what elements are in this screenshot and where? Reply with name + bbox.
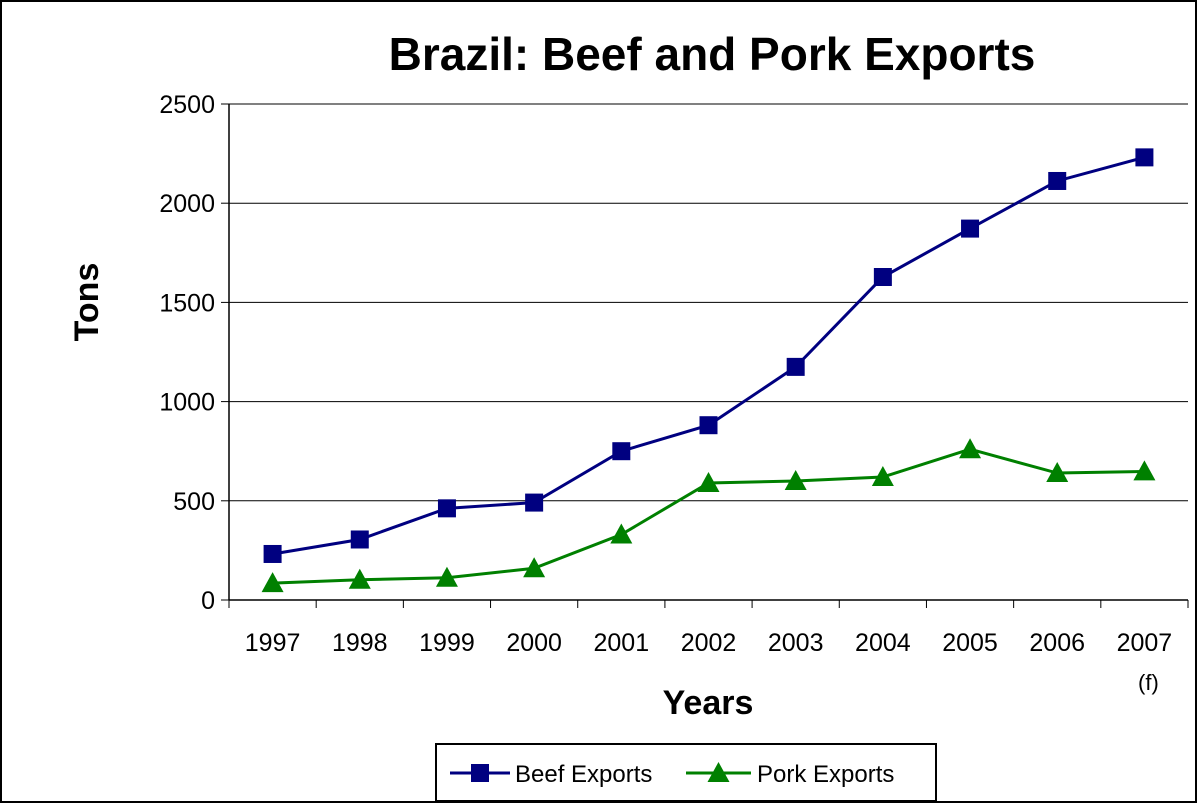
x-tick-label: 2007 xyxy=(1117,629,1173,657)
x-tick-label: 2005 xyxy=(942,629,998,657)
x-tick-label: 2004 xyxy=(855,629,911,657)
x-tick-label: 2000 xyxy=(506,629,562,657)
data-point xyxy=(437,499,456,518)
y-tick-label: 1500 xyxy=(159,289,215,317)
data-point xyxy=(959,438,982,459)
y-tick-label: 500 xyxy=(173,488,215,516)
legend-item: Beef Exports xyxy=(450,761,652,788)
data-point xyxy=(263,544,282,563)
y-tick-label: 1000 xyxy=(159,389,215,417)
data-point xyxy=(261,572,284,593)
data-point xyxy=(350,530,369,549)
data-point xyxy=(523,557,546,578)
legend-marker xyxy=(707,762,730,782)
x-tick-label: 2003 xyxy=(768,629,824,657)
legend: Beef Exports Pork Exports xyxy=(435,743,937,802)
data-point xyxy=(610,523,633,544)
x-tick-label: 1997 xyxy=(245,629,301,657)
series-beef-exports xyxy=(263,148,1154,563)
legend-label: Pork Exports xyxy=(757,761,894,788)
x-tick-label: 2002 xyxy=(681,629,737,657)
data-point xyxy=(435,566,458,587)
y-axis-title: Tons xyxy=(68,263,106,342)
legend-item: Pork Exports xyxy=(686,761,894,788)
x-tick-label: 2006 xyxy=(1029,629,1085,657)
x-tick-label: 1998 xyxy=(332,629,388,657)
chart-title: Brazil: Beef and Pork Exports xyxy=(389,28,1036,80)
data-point xyxy=(873,268,892,287)
data-point xyxy=(1135,148,1154,167)
y-tick-label: 2000 xyxy=(159,190,215,218)
data-point xyxy=(1046,462,1069,483)
series-pork-exports xyxy=(261,438,1156,593)
data-point xyxy=(784,469,807,490)
data-point xyxy=(699,416,718,435)
axes: 0 500 1000 1500 2000 2500 1997 1998 1999 2000 2001… xyxy=(159,91,1189,695)
gridlines xyxy=(229,103,1188,502)
data-point xyxy=(1048,171,1067,190)
data-point xyxy=(348,568,371,589)
data-point xyxy=(786,357,805,376)
x-tick-sublabel: (f) xyxy=(1138,670,1159,695)
data-point xyxy=(871,465,894,486)
data-point xyxy=(961,219,980,238)
data-point xyxy=(525,493,544,512)
data-point xyxy=(612,442,631,461)
legend-label: Beef Exports xyxy=(515,761,652,788)
x-tick-label: 1999 xyxy=(419,629,475,657)
data-point xyxy=(1133,460,1156,481)
x-axis-title: Years xyxy=(663,684,754,722)
y-tick-label: 0 xyxy=(201,587,215,615)
data-point xyxy=(697,471,720,492)
x-tick-label: 2001 xyxy=(594,629,650,657)
series-group xyxy=(261,148,1156,593)
legend-marker xyxy=(471,764,489,782)
y-tick-label: 2500 xyxy=(159,91,215,119)
